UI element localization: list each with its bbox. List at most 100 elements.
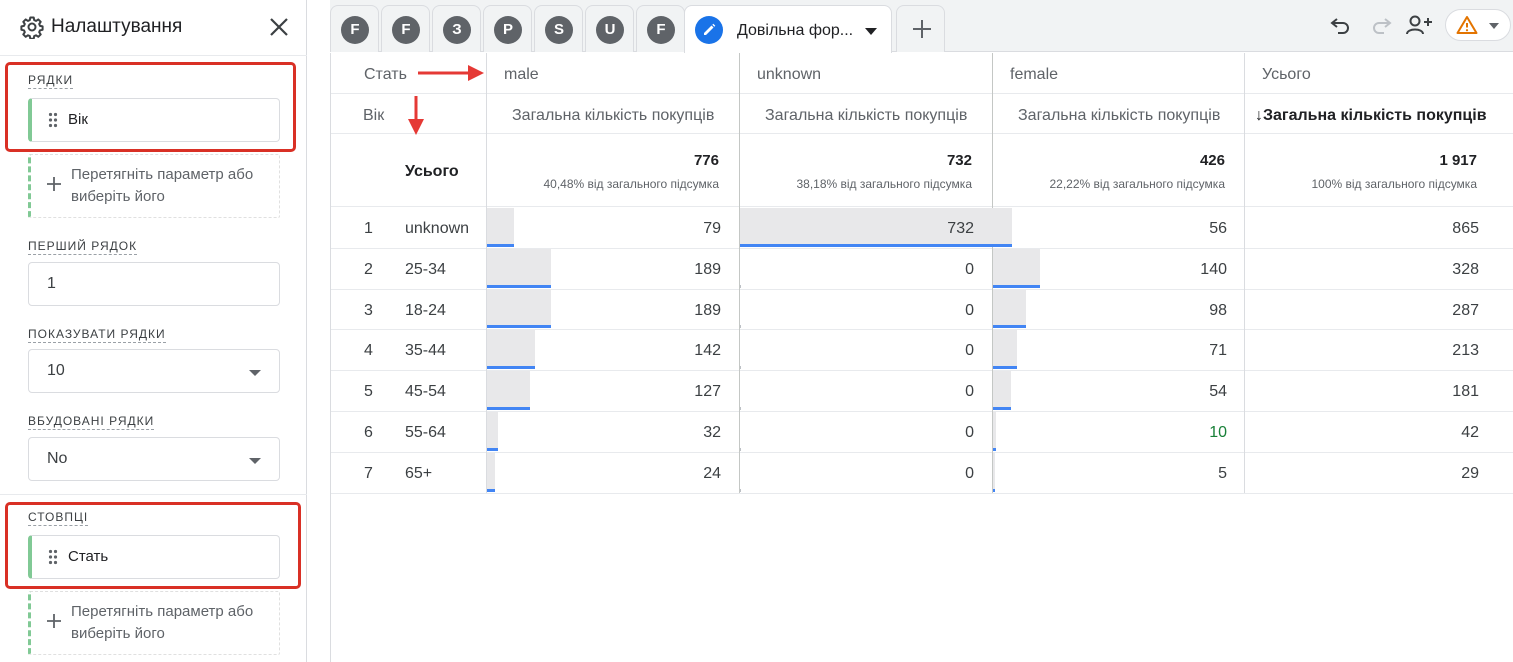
cell-value: 732 [947,220,974,237]
data-bar [993,289,1026,327]
tab-5[interactable]: S [534,5,583,52]
metric-header[interactable]: Загальна кількість покупців [765,107,968,124]
drag-handle-icon[interactable] [48,112,58,128]
row-index: 2 [364,260,373,278]
rows-dimension-chip[interactable]: Вік [28,98,280,142]
columns-dimension-chip[interactable]: Стать [28,535,280,579]
cell-value: 181 [1452,383,1479,401]
rows-chip-label: Вік [68,111,88,128]
row-index: 4 [364,342,373,360]
add-tab-button[interactable] [896,5,945,52]
cell-value: 79 [703,220,721,237]
table-divider [330,93,1513,94]
settings-panel: Налаштування РЯДКИ Вік Перетягніть парам… [0,0,307,662]
data-bar-underline [993,284,1040,288]
cell-value: 213 [1452,342,1479,360]
first-row-input[interactable]: 1 [28,262,280,306]
data-bar-underline [487,407,530,410]
tab-2[interactable]: F [381,5,430,52]
close-icon[interactable] [266,14,292,40]
cell-value: 5 [1218,464,1227,482]
data-bar-underline [487,243,514,247]
tab-4[interactable]: P [483,5,532,52]
data-bar-underline [993,243,1012,247]
column-header-3[interactable]: Усього [1262,66,1311,83]
table-divider [330,133,1513,134]
plus-icon [47,177,61,191]
columns-dropzone[interactable]: Перетягніть параметр або виберіть його [28,591,280,655]
data-bar-underline [993,325,1026,329]
cell-value: 56 [1209,220,1227,237]
tab-letter-avatar: F [341,16,369,44]
metric-header[interactable]: Загальна кількість покупців [1018,107,1221,124]
data-bar-underline [740,284,741,288]
cell-value: 0 [965,260,974,278]
cell-value: 10 [1209,424,1227,441]
cell-value: 29 [1461,464,1479,482]
data-bar-underline [993,407,1011,410]
warning-button[interactable] [1445,9,1511,41]
tab-3[interactable]: З [432,5,481,52]
data-bar [487,371,530,408]
data-bar-underline [740,325,741,329]
data-bar-underline [740,407,741,410]
row-dimension-value: 25-34 [405,260,446,278]
cell-value: 0 [965,464,974,482]
tab-7[interactable]: F [636,5,685,52]
drag-handle-icon[interactable] [48,549,58,565]
share-user-icon[interactable] [1404,12,1434,38]
plus-icon [47,614,61,628]
tab-1[interactable]: F [330,5,379,52]
show-rows-select[interactable]: 10 [28,349,280,393]
tab-label: Довільна фор... [737,22,854,39]
tab-letter-avatar: F [392,16,420,44]
cell-value: 0 [965,383,974,401]
nested-rows-select[interactable]: No [28,437,280,481]
data-bar [993,371,1011,408]
data-bar-underline [740,243,1010,247]
data-bar-underline [487,447,498,451]
total-value: 1 917 [1439,152,1477,169]
column-header-2[interactable]: female [1010,66,1059,83]
cell-value: 142 [694,342,721,360]
data-bar [993,248,1040,286]
cell-value: 0 [965,424,974,441]
nested-rows-value: No [47,450,68,467]
data-bar [740,208,1010,245]
total-percent: 38,18% від загального підсумка [796,177,972,191]
row-index: 1 [364,220,373,237]
data-bar [487,208,514,245]
cell-value: 71 [1209,342,1227,360]
metric-header[interactable]: Загальна кількість покупців [512,107,715,124]
data-bar-underline [993,366,1017,370]
data-bar-underline [740,488,741,492]
row-dimension-value: unknown [405,220,470,237]
data-bar [487,330,535,368]
metric-header-sorted[interactable]: ↓Загальна кількість покупців [1255,107,1487,124]
rows-dropzone[interactable]: Перетягніть параметр або виберіть його [28,154,280,218]
tab-6[interactable]: U [585,5,634,52]
cell-value: 865 [1452,220,1479,237]
first-row-label: ПЕРШИЙ РЯДОК [28,239,138,255]
column-header-1[interactable]: unknown [757,66,822,83]
nested-rows-label: ВБУДОВАНІ РЯДКИ [28,414,155,430]
chevron-down-icon[interactable] [865,28,877,35]
plus-icon [913,20,931,38]
cell-value: 328 [1452,260,1479,278]
undo-icon[interactable] [1328,12,1354,38]
total-value: 426 [1199,152,1225,169]
panel-header: Налаштування [0,0,307,56]
data-bar [993,208,1012,245]
column-header-0[interactable]: male [504,66,539,83]
tab-free-form[interactable]: Довільна фор... [684,5,892,53]
first-row-value: 1 [47,275,56,292]
chevron-down-icon [1489,23,1499,29]
row-index: 5 [364,383,373,401]
redo-icon[interactable] [1368,12,1394,38]
row-dimension-value: 35-44 [405,342,446,360]
row-divider [330,492,1513,494]
data-bar [487,412,498,449]
cell-value: 32 [703,424,721,441]
cell-value: 24 [703,464,721,482]
gear-icon [20,16,44,39]
